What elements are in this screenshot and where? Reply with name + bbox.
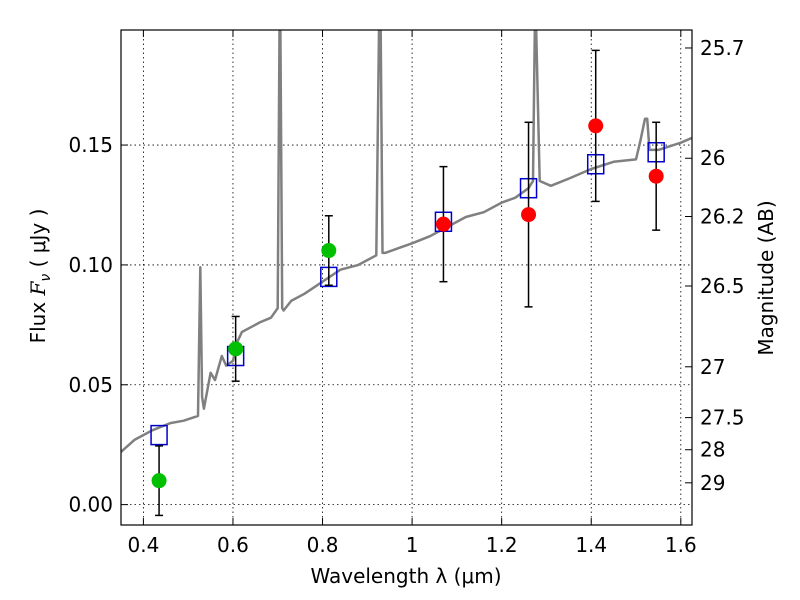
y-tick-label: 0.15	[68, 133, 113, 157]
right-axis-label: Magnitude (AB)	[754, 200, 778, 355]
right-tick-label: 27.5	[700, 406, 745, 430]
model-spectrum-line	[121, 30, 692, 453]
red-point	[435, 216, 451, 232]
grid	[121, 30, 692, 525]
red-point	[648, 168, 664, 184]
right-tick-label: 26	[700, 146, 725, 170]
x-axis-label: Wavelength λ (μm)	[310, 564, 501, 588]
x-tick-label: 0.8	[307, 533, 339, 557]
x-tick-label: 0.4	[127, 533, 159, 557]
right-tick-label: 28	[700, 438, 725, 462]
y-axis-label-suffix: ( μJy )	[26, 209, 50, 274]
green-point	[228, 341, 244, 357]
green-point	[321, 243, 337, 259]
clipped-data	[121, 30, 692, 517]
plot-area	[121, 30, 692, 517]
y-tick-label: 0.05	[68, 373, 113, 397]
blue-square-marker	[150, 424, 168, 446]
right-tick-label: 27	[700, 355, 725, 379]
right-tick-label: 29	[700, 471, 725, 495]
green-point	[151, 473, 167, 489]
y-tick-label: 0.00	[68, 493, 113, 517]
y-axis-label-subscript: ν	[38, 274, 54, 282]
right-tick-label: 26.2	[700, 204, 745, 228]
y-axis-label: Flux Fν ( μJy )	[26, 209, 54, 344]
ticks: 0.4 0.6 0.8 1 1.2 1.4 1.6 0.00 0.05 0.10 0.15 25.7 2…	[68, 30, 745, 557]
x-tick-label: 1.6	[665, 533, 697, 557]
plot-frame	[120, 29, 693, 526]
y-tick-label: 0.10	[68, 253, 113, 277]
x-tick-label: 1.2	[486, 533, 518, 557]
y-axis-label-symbol: F	[26, 280, 50, 296]
x-tick-label: 1.4	[575, 533, 607, 557]
red-point	[521, 207, 537, 223]
x-tick-label: 0.6	[217, 533, 249, 557]
right-tick-label: 26.5	[700, 274, 745, 298]
right-tick-label: 25.7	[700, 36, 745, 60]
x-tick-label: 1	[406, 533, 419, 557]
red-point	[588, 118, 604, 134]
y-axis-label-prefix: Flux	[26, 295, 50, 343]
